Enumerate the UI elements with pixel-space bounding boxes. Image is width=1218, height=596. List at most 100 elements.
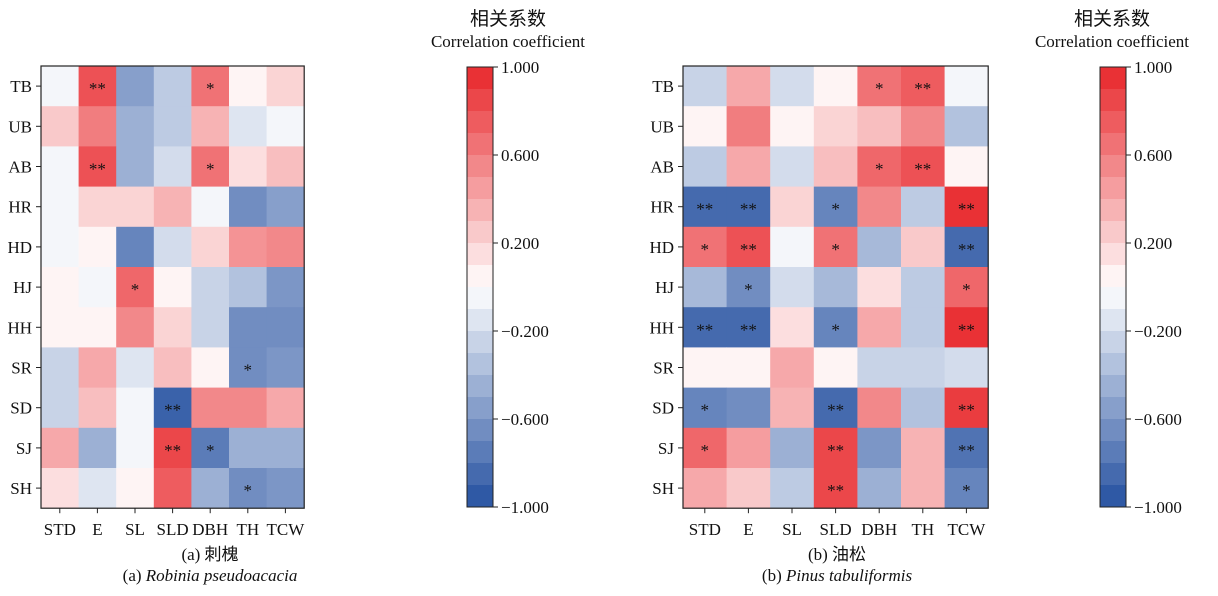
heatmap-cell-HD-DBH [857,226,902,268]
heatmap-cell-HR-E [78,186,117,228]
heatmap-cell-SH-TCW [944,468,989,509]
heatmap-cell-HD-E [78,226,117,268]
colorbar-tick-label: 0.600 [501,146,539,165]
colorbar-band [1100,353,1126,376]
heatmap-cell-SR-SLD [813,347,858,388]
colorbar-band [467,353,493,376]
row-label-SD: SD [10,399,32,418]
heatmap-cell-HD-SL [116,226,155,268]
heatmap-cell-TB-STD [683,66,727,107]
colorbar-tick-label: −0.600 [1134,410,1182,429]
row-label-HD: HD [649,238,674,257]
colorbar-band [467,177,493,200]
colorbar-band [1100,441,1126,464]
heatmap-cell-SH-DBH [857,468,902,509]
heatmap-cell-HH-TCW [944,307,989,348]
heatmap-cell-UB-SLD [813,106,858,147]
heatmap-cell-SR-DBH [191,347,230,388]
heatmap-cell-HR-DBH [857,186,902,228]
heatmap-cell-HD-DBH [191,226,230,268]
heatmap-cell-HD-SL [770,226,815,268]
heatmap-cell-SJ-TCW [944,427,989,469]
colorbar-band [1100,287,1126,310]
caption-chinese: (b) 油松 [808,545,866,564]
heatmap-cell-SH-SL [116,468,155,509]
heatmap-cell-UB-STD [41,106,79,147]
heatmap-cell-SJ-DBH [191,427,230,469]
heatmap-cell-SJ-SLD [813,427,858,469]
heatmap-cell-SH-TCW [266,468,305,509]
heatmap-cell-SD-SLD [153,387,192,429]
heatmap-cell-HR-SLD [153,186,192,228]
significance-mark: * [131,280,140,299]
row-label-SR: SR [653,359,674,378]
significance-mark: * [701,401,710,420]
heatmap-cell-SJ-TH [901,427,945,469]
colorbar-band [1100,375,1126,398]
heatmap-cell-TB-SLD [153,66,192,107]
heatmap-cell-AB-E [78,146,117,187]
colorbar-band [467,463,493,486]
significance-mark: * [831,320,840,339]
heatmap-cell-SR-TH [901,347,945,388]
heatmap-cell-TB-E [726,66,771,107]
row-label-SD: SD [652,399,674,418]
heatmap-cell-HJ-SLD [153,267,192,308]
significance-mark: ** [827,441,844,460]
significance-mark: * [875,160,884,179]
heatmap-cell-HD-TCW [944,226,989,268]
colorbar-band [1100,265,1126,288]
significance-mark: ** [827,401,844,420]
heatmap-cell-SR-SL [116,347,155,388]
colorbar-band [1100,155,1126,178]
heatmap-cell-SH-SLD [153,468,192,509]
significance-mark: * [831,240,840,259]
significance-mark: * [875,79,884,98]
significance-mark: ** [914,160,931,179]
heatmap-cell-HD-E [726,226,771,268]
heatmap-cell-SJ-SL [116,427,155,469]
heatmap-cell-HH-DBH [857,307,902,348]
colorbar-tick-label: −0.200 [1134,322,1182,341]
colorbar-band [1100,133,1126,156]
heatmap-cell-SD-STD [683,387,727,429]
colorbar-band [467,89,493,112]
heatmap-cell-HH-TH [901,307,945,348]
heatmap-cell-HJ-SL [770,267,815,308]
heatmap-cell-TB-DBH [857,66,902,107]
heatmap-cell-HR-TCW [944,186,989,228]
heatmap-cell-SR-TCW [944,347,989,388]
legend-title-chinese: 相关系数 [1074,8,1150,30]
colorbar-band [1100,463,1126,486]
column-label-STD: STD [44,520,76,539]
column-label-SL: SL [782,520,802,539]
heatmap-cell-HD-TH [229,226,267,268]
heatmap-cell-HJ-SL [116,267,155,308]
legend-title-english: Correlation coefficient [1035,32,1189,51]
heatmap-cell-TB-TCW [944,66,989,107]
colorbar-band [1100,485,1126,508]
colorbar-band [467,265,493,288]
colorbar-band [1100,199,1126,222]
heatmap-cell-SD-TH [229,387,267,429]
row-label-HR: HR [650,198,674,217]
heatmap-cell-UB-E [78,106,117,147]
caption-latin: (b) Pinus tabuliformis [762,566,913,585]
row-label-UB: UB [650,117,674,136]
heatmap-cell-AB-E [726,146,771,187]
colorbar-band [467,111,493,134]
heatmap-cell-AB-DBH [857,146,902,187]
heatmap-cell-HH-TH [229,307,267,348]
significance-mark: ** [740,320,757,339]
row-label-SR: SR [11,359,32,378]
heatmap-cell-HR-STD [41,186,79,228]
heatmap-cell-SJ-DBH [857,427,902,469]
heatmap-cell-TB-E [78,66,117,107]
heatmap-cell-HD-SLD [813,226,858,268]
heatmap-cell-UB-SLD [153,106,192,147]
heatmap-cell-AB-SL [116,146,155,187]
significance-mark: ** [89,160,106,179]
heatmap-cell-SR-STD [41,347,79,388]
colorbar: 1.000 0.600 0.200 −0.200 −0.600 −1.000 [466,58,549,517]
heatmap-cell-HJ-STD [41,267,79,308]
